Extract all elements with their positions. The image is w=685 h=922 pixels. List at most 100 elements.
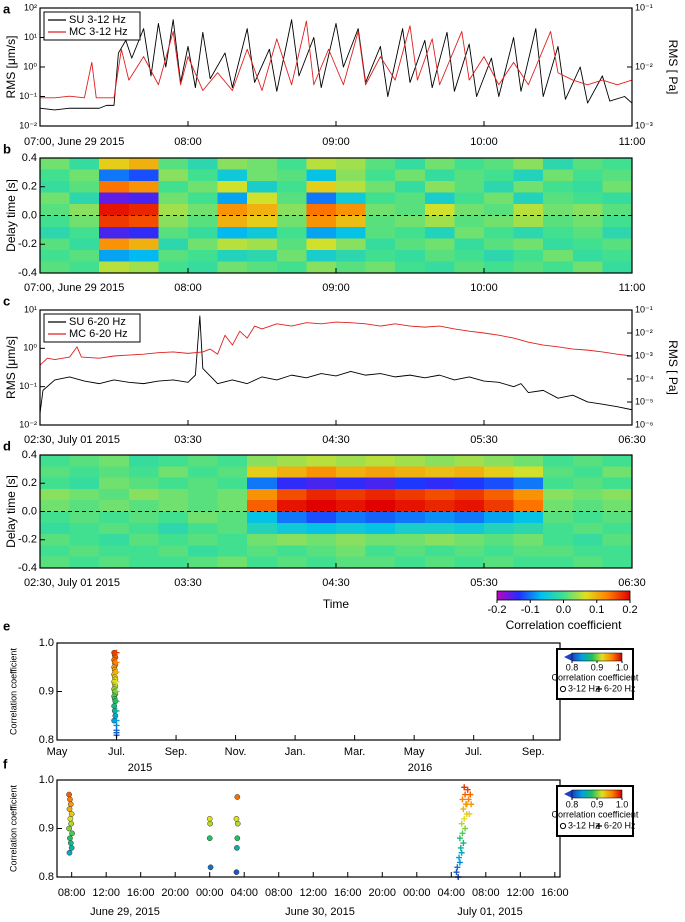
colorbar-tick-label: 0.1 xyxy=(589,604,604,616)
circle-marker xyxy=(234,794,241,800)
heatmap-cell xyxy=(572,556,603,569)
heatmap-cell xyxy=(484,192,515,205)
heatmap-cell xyxy=(424,227,455,239)
heatmap-cell xyxy=(513,169,544,182)
x-tick-label: 04:30 xyxy=(322,577,350,589)
plot-area xyxy=(66,784,475,880)
heatmap-cell xyxy=(306,455,337,467)
day-label: June 30, 2015 xyxy=(285,906,355,918)
y-tick-label: -0.4 xyxy=(18,562,37,574)
heatmap-cell xyxy=(99,192,130,205)
heatmap-cell xyxy=(158,556,189,569)
heatmap-cell xyxy=(572,227,603,239)
legend-box xyxy=(43,313,141,343)
heatmap-cell xyxy=(40,181,71,193)
heatmap-cell xyxy=(365,169,396,182)
heatmap-cell xyxy=(424,181,455,193)
heatmap-cell xyxy=(484,534,515,546)
plus-marker xyxy=(458,849,465,856)
heatmap-cell xyxy=(543,215,574,228)
heatmap-cell xyxy=(306,250,337,262)
x-tick-label: 08:00 xyxy=(174,136,202,148)
heatmap-cell xyxy=(572,250,603,262)
heatmap-cell xyxy=(336,522,367,535)
heatmap-cell xyxy=(158,488,189,501)
heatmap-cell xyxy=(484,238,515,251)
heatmap-cell xyxy=(602,488,633,501)
heatmap-cell xyxy=(484,204,515,216)
heatmap-cell xyxy=(158,534,189,546)
heatmap-cell xyxy=(217,466,248,479)
y-tick-label: 10⁻² xyxy=(19,120,37,130)
heatmap-cell xyxy=(276,238,307,251)
heatmap-cell xyxy=(365,477,396,490)
heatmap-cell xyxy=(247,250,278,262)
x-tick-label: Sep. xyxy=(165,746,188,758)
heatmap-cell xyxy=(69,488,100,501)
heatmap-cell xyxy=(247,545,278,558)
x-tick-label: 12:00 xyxy=(92,887,120,899)
plus-marker xyxy=(113,659,120,666)
heatmap-cell xyxy=(158,250,189,262)
y-tick-label: 10¹ xyxy=(24,32,37,42)
x-tick-label: May xyxy=(47,746,68,758)
heatmap-cell xyxy=(158,545,189,558)
heatmap-cell xyxy=(247,534,278,546)
heatmap-cell xyxy=(572,477,603,490)
heatmap-cell xyxy=(572,261,603,274)
heatmap-cell xyxy=(336,545,367,558)
x-tick-label: Sep. xyxy=(522,746,545,758)
x-tick-label: Nov. xyxy=(225,746,247,758)
heatmap-cell xyxy=(336,477,367,490)
heatmap-cell xyxy=(572,204,603,216)
plot-area xyxy=(39,315,633,414)
heatmap-cell xyxy=(395,204,426,216)
heatmap-cell xyxy=(306,500,337,512)
heatmap-cell xyxy=(247,500,278,512)
circle-marker xyxy=(66,791,72,798)
heatmap-cell xyxy=(247,261,278,274)
heatmap-cell xyxy=(365,511,396,524)
heatmap-cell xyxy=(158,181,189,193)
heatmap-cell xyxy=(365,215,396,228)
plus-marker xyxy=(462,825,469,832)
heatmap-cell xyxy=(158,227,189,239)
heatmap-cell xyxy=(69,466,100,479)
x-tick-label: 11:00 xyxy=(619,136,646,148)
plus-marker xyxy=(113,669,120,676)
heatmap-cell xyxy=(188,500,219,512)
heatmap-cell xyxy=(40,250,71,262)
heatmap-cell xyxy=(188,455,219,467)
heatmap-cell xyxy=(276,522,307,535)
heatmap-cell xyxy=(395,477,426,490)
heatmap-cell xyxy=(276,215,307,228)
heatmap-cell xyxy=(217,477,248,490)
heatmap-cell xyxy=(276,261,307,274)
heatmap-cell xyxy=(513,158,544,170)
heatmap-cell xyxy=(543,227,574,239)
heatmap-cell xyxy=(128,500,159,512)
legend-marker xyxy=(559,822,567,830)
heatmap-cell xyxy=(602,204,633,216)
legend-marker xyxy=(559,685,567,693)
heatmap-cell xyxy=(247,238,278,251)
heatmap-cell xyxy=(572,534,603,546)
heatmap-cell xyxy=(69,238,100,251)
heatmap-cell xyxy=(217,158,248,170)
heatmap-cell xyxy=(188,250,219,262)
heatmap-cell xyxy=(217,545,248,558)
heatmap-cell xyxy=(247,522,278,535)
heatmap-cell xyxy=(424,466,455,479)
heatmap-cell xyxy=(543,545,574,558)
heatmap-cell xyxy=(513,238,544,251)
heatmap-cell xyxy=(188,545,219,558)
legend-label: SU 6-20 Hz xyxy=(69,316,126,328)
heatmap-cell xyxy=(276,466,307,479)
heatmap-cell xyxy=(336,250,367,262)
x-tick-label: 05:30 xyxy=(470,577,498,589)
heatmap-cell xyxy=(602,261,633,274)
plus-marker xyxy=(453,869,460,876)
heatmap-cell xyxy=(40,238,71,251)
heatmap-cell xyxy=(158,455,189,467)
plus-marker xyxy=(113,707,120,714)
